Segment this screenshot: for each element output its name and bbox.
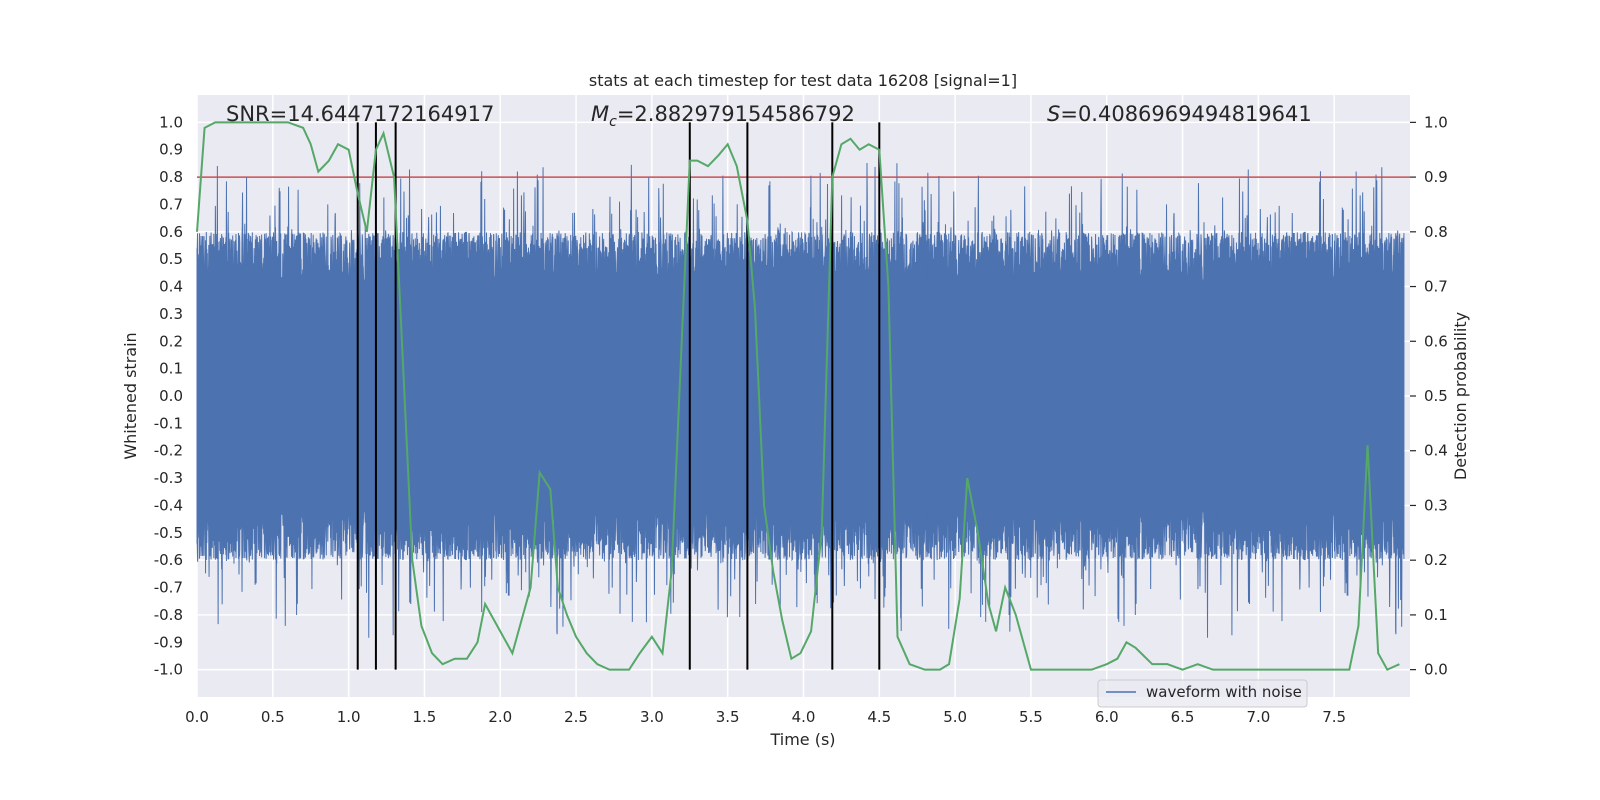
detection-probability-line [196, 121, 1400, 671]
y2-tick-labels: 1.0 0.9 0.8 0.7 0.6 0.5 0.4 0.3 0.2 0.1 0.0 [1410, 113, 1448, 679]
y2-tick-label: 0.7 [1424, 278, 1448, 296]
x-tick-label: 0.0 [185, 708, 209, 726]
x-tick-label: 6.5 [1171, 708, 1195, 726]
x-tick-label: 0.5 [261, 708, 285, 726]
x-tick-label: 5.0 [943, 708, 967, 726]
y2-tick-label: 0.6 [1424, 332, 1448, 350]
waveform-fill [196, 163, 1405, 638]
y-tick-label: -0.9 [154, 633, 183, 651]
y-tick-label: -0.8 [154, 606, 183, 624]
y-tick-label: 0.8 [159, 168, 183, 186]
y-tick-labels: 1.0 0.9 0.8 0.7 0.6 0.5 0.4 0.3 0.2 0.1 0.0 -0.1 -0.… [154, 113, 183, 678]
y-tick-label: 0.5 [159, 250, 183, 268]
s-value: =0.4086969494819641 [1060, 102, 1311, 126]
legend-label: waveform with noise [1146, 683, 1302, 701]
x-tick-label: 5.5 [1019, 708, 1043, 726]
y-tick-label: -0.5 [154, 524, 183, 542]
y-tick-label: -0.3 [154, 469, 183, 487]
x-tick-label: 3.0 [640, 708, 664, 726]
y-tick-label: 0.6 [159, 223, 183, 241]
waveform-with-noise-series [196, 163, 1405, 638]
y2-tick-label: 0.9 [1424, 168, 1448, 186]
x-tick-label: 7.0 [1246, 708, 1270, 726]
y2-tick-label: 0.0 [1424, 661, 1448, 679]
s-symbol: S [1047, 102, 1060, 126]
chirp-mass-symbol: M [591, 102, 609, 126]
y-tick-label: 0.3 [159, 305, 183, 323]
legend-box [1097, 679, 1308, 708]
y2-tick-label: 0.3 [1424, 496, 1448, 514]
y-tick-label: -0.4 [154, 496, 183, 514]
y2-tick-label: 1.0 [1424, 113, 1448, 131]
y-tick-label: -0.1 [154, 414, 183, 432]
y-tick-label: 0.9 [159, 141, 183, 159]
x-tick-label: 4.5 [867, 708, 891, 726]
x-tick-label: 2.5 [564, 708, 588, 726]
x-axis-label: Time (s) [769, 730, 835, 749]
x-tick-label: 3.5 [716, 708, 740, 726]
y2-tick-label: 0.5 [1424, 387, 1448, 405]
y2-axis-label: Detection probability [1451, 312, 1470, 480]
x-tick-labels: 0.0 0.5 1.0 1.5 2.0 2.5 3.0 3.5 4.0 4.5 5.0 5.5 6.0 6… [185, 708, 1346, 726]
y-tick-label: -1.0 [154, 661, 183, 679]
y-tick-label: 0.1 [159, 360, 183, 378]
chirp-mass-subscript: c [609, 114, 617, 130]
s-annotation: S=0.4086969494819641 [1047, 102, 1312, 126]
x-tick-label: 1.0 [337, 708, 361, 726]
y2-tick-label: 0.4 [1424, 442, 1448, 460]
x-tick-label: 2.0 [488, 708, 512, 726]
y-tick-label: 0.4 [159, 278, 183, 296]
y-tick-label: 0.0 [159, 387, 183, 405]
y-tick-label: -0.6 [154, 551, 183, 569]
x-tick-label: 7.5 [1322, 708, 1346, 726]
y-tick-label: 0.2 [159, 332, 183, 350]
y-tick-label: -0.7 [154, 579, 183, 597]
y-tick-label: 1.0 [159, 113, 183, 131]
y2-tick-label: 0.8 [1424, 223, 1448, 241]
y-axis-label: Whitened strain [121, 332, 140, 459]
x-tick-label: 1.5 [413, 708, 437, 726]
chirp-mass-value: =2.882979154586792 [617, 102, 855, 126]
y-tick-label: -0.2 [154, 442, 183, 460]
event-lines [356, 122, 881, 670]
y2-tick-label: 0.1 [1424, 606, 1448, 624]
x-tick-label: 4.0 [792, 708, 816, 726]
snr-annotation: SNR=14.6447172164917 [226, 102, 494, 126]
chirp-mass-annotation: Mc=2.882979154586792 [591, 102, 855, 130]
legend: waveform with noise [1097, 679, 1308, 708]
y2-tick-label: 0.2 [1424, 551, 1448, 569]
chart-title: stats at each timestep for test data 162… [589, 71, 1017, 90]
y-tick-label: 0.7 [159, 195, 183, 213]
x-tick-label: 6.0 [1095, 708, 1119, 726]
